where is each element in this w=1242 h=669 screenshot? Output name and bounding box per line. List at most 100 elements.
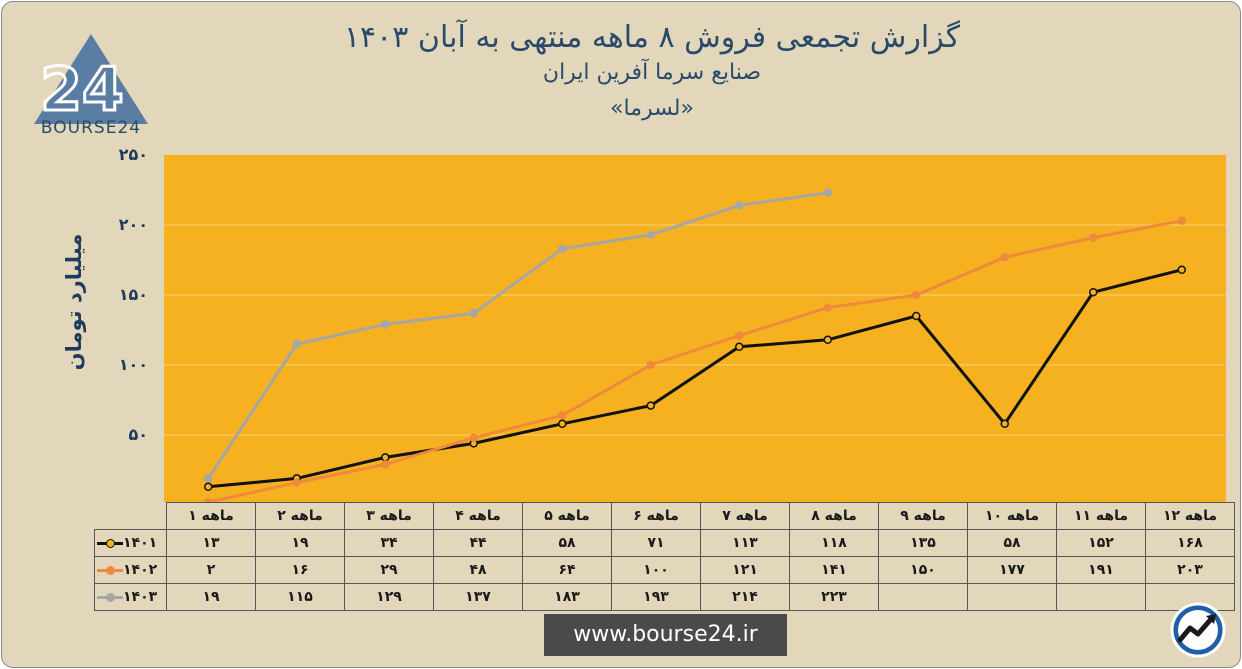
table-cell: ۱۱۸ — [789, 529, 879, 557]
table-cell: ۲۰۳ — [1145, 556, 1235, 584]
table-cell: ۱۹۳ — [611, 583, 701, 611]
category-label: ۸ ماهه — [789, 502, 879, 530]
table-cell: ۱۸۳ — [522, 583, 612, 611]
trend-up-icon — [1170, 602, 1226, 658]
website-url[interactable]: www.bourse24.ir — [544, 614, 787, 656]
table-cell: ۱۳۵ — [878, 529, 968, 557]
y-tick-label: ۰ — [138, 495, 148, 507]
data-point — [735, 342, 744, 352]
table-cell: ۱۵۰ — [878, 556, 968, 584]
chart-title: گزارش تجمعی فروش ۸ ماهه منتهی به آبان ۱۴… — [343, 20, 961, 55]
chart-subtitle: صنایع سرما آفرین ایران — [542, 60, 762, 85]
data-point — [1177, 216, 1186, 226]
data-point — [558, 419, 567, 429]
series-name: ۱۴۰۱ — [123, 535, 158, 551]
legend-entry: ۱۴۰۳ — [94, 583, 167, 611]
table-cell: ۶۴ — [522, 556, 612, 584]
category-label: ۹ ماهه — [878, 502, 968, 530]
category-label: ۱۱ ماهه — [1056, 502, 1146, 530]
data-point — [292, 339, 301, 349]
table-cell: ۱۳ — [166, 529, 256, 557]
category-label: ۶ ماهه — [611, 502, 701, 530]
series-line-1 — [207, 219, 1183, 504]
line-chart: ۰ ۵۰ ۱۰۰ ۱۵۰ ۲۰۰ ۲۵۰ — [119, 145, 1226, 507]
category-label: ۱۰ ماهه — [967, 502, 1057, 530]
table-cell: ۱۶ — [255, 556, 345, 584]
data-point — [1177, 265, 1186, 275]
table-cell: ۷۱ — [611, 529, 701, 557]
table-cell: ۲۱۴ — [700, 583, 790, 611]
data-point — [1089, 287, 1098, 297]
table-cell: ۱۱۵ — [255, 583, 345, 611]
data-table: ۱ ماهه ۲ ماهه ۳ ماهه ۴ ماهه ۵ ماهه ۶ ماهه ۷ ما… — [94, 502, 1235, 611]
legend-swatch — [97, 592, 123, 602]
table-row: ۱۴۰۳ ۱۹ ۱۱۵ ۱۲۹ ۱۳۷ ۱۸۳ ۱۹۳ ۲۱۴ ۲۲۳ — [94, 583, 1235, 611]
table-cell: ۱۹ — [166, 583, 256, 611]
data-point — [381, 460, 390, 469]
data-point — [1089, 233, 1098, 242]
data-point — [1000, 419, 1009, 429]
category-label: ۷ ماهه — [700, 502, 790, 530]
table-cell: ۱۶۸ — [1145, 529, 1235, 557]
table-cell: ۱۲۱ — [700, 556, 790, 584]
y-tick-label: ۱۰۰ — [119, 355, 148, 374]
table-cell: ۴۸ — [433, 556, 523, 584]
data-point — [204, 474, 213, 483]
series-name: ۱۴۰۲ — [123, 562, 158, 578]
legend-swatch — [97, 565, 123, 575]
data-point — [912, 290, 921, 300]
table-cell — [878, 583, 968, 611]
legend-swatch — [97, 538, 123, 548]
data-point — [558, 411, 567, 420]
data-point — [823, 335, 832, 345]
table-cell: ۳۴ — [344, 529, 434, 557]
data-point — [646, 230, 655, 240]
category-label: ۳ ماهه — [344, 502, 434, 530]
bourse24-logo-icon: 24 — [34, 34, 148, 127]
table-cell: ۱۷۷ — [967, 556, 1057, 584]
table-cell: ۱۹ — [255, 529, 345, 557]
table-row: ۱۴۰۱ ۱۳ ۱۹ ۳۴ ۴۴ ۵۸ ۷۱ ۱۱۳ ۱۱۸ ۱۳۵ ۵۸ ۱۵۲ ۱۶۸ — [94, 529, 1235, 557]
logo-mark: 24 — [40, 55, 124, 125]
table-cell — [1056, 583, 1146, 611]
series-line-0 — [208, 268, 1183, 489]
table-cell: ۲۲۳ — [789, 583, 879, 611]
data-point — [735, 331, 744, 340]
legend-entry: ۱۴۰۲ — [94, 556, 167, 584]
table-row: ۱۴۰۲ ۲ ۱۶ ۲۹ ۴۸ ۶۴ ۱۰۰ ۱۲۱ ۱۴۱ ۱۵۰ ۱۷۷ ۱۹۱ ۲۰۳ — [94, 556, 1235, 584]
table-cell: ۱۱۳ — [700, 529, 790, 557]
table-cell: ۱۲۹ — [344, 583, 434, 611]
legend-entry: ۱۴۰۱ — [94, 529, 167, 557]
table-cell: ۱۹۱ — [1056, 556, 1146, 584]
table-cell: ۲۹ — [344, 556, 434, 584]
data-point — [469, 308, 478, 318]
data-point — [558, 244, 567, 254]
category-label: ۴ ماهه — [433, 502, 523, 530]
series-name: ۱۴۰۳ — [123, 589, 158, 605]
category-label: ۲ ماهه — [255, 502, 345, 530]
data-point — [1000, 252, 1009, 262]
category-label: ۱ ماهه — [166, 502, 256, 530]
table-cell: ۵۸ — [967, 529, 1057, 557]
category-label: ۱۲ ماهه — [1145, 502, 1235, 530]
category-label: ۵ ماهه — [522, 502, 612, 530]
data-point — [646, 401, 655, 410]
chart-ticker: «لسرما» — [610, 96, 694, 121]
series-line-2 — [206, 191, 828, 480]
data-point — [381, 320, 390, 329]
table-cell: ۵۸ — [522, 529, 612, 557]
table-cell: ۱۳۷ — [433, 583, 523, 611]
data-point — [823, 303, 832, 312]
logo-text: BOURSE24 — [40, 118, 142, 138]
y-tick-label: ۱۵۰ — [119, 285, 148, 304]
data-point — [646, 360, 655, 370]
data-point — [912, 311, 921, 321]
table-cell: ۱۰۰ — [611, 556, 701, 584]
data-point — [381, 453, 390, 462]
table-cell: ۲ — [166, 556, 256, 584]
plot-area — [164, 155, 1226, 505]
table-cell — [967, 583, 1057, 611]
data-point — [204, 482, 213, 492]
table-cell: ۱۵۲ — [1056, 529, 1146, 557]
